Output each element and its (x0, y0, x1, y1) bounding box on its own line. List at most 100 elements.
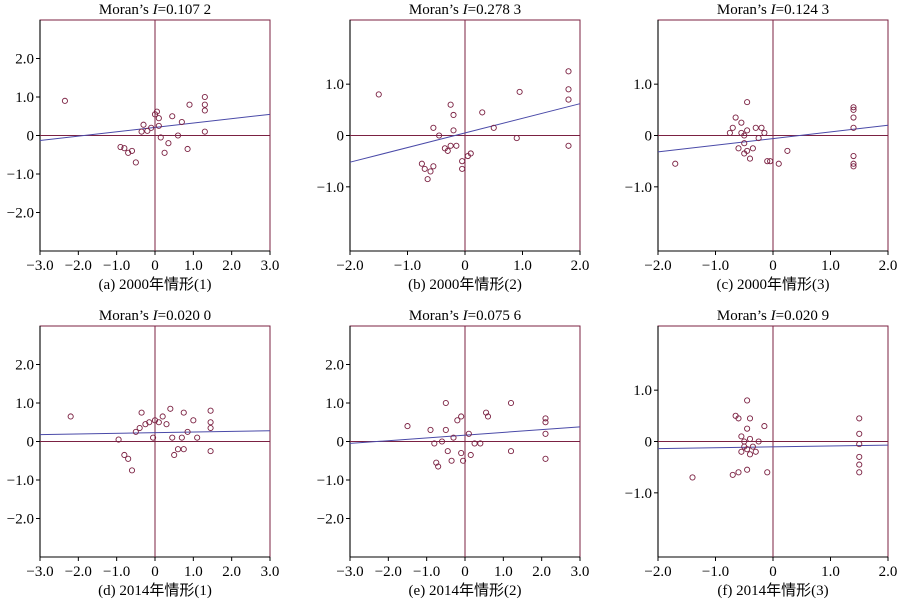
scatter-point (180, 446, 187, 453)
scatter-point (207, 448, 214, 455)
regression-line (349, 426, 581, 444)
scatter-point (155, 115, 162, 122)
x-tick-label: −2.0 (375, 564, 402, 580)
y-tick-label: −1.0 (7, 473, 34, 489)
x-tick-label: −1.0 (103, 258, 130, 274)
scatter-point (132, 159, 139, 166)
scatter-point (159, 413, 166, 420)
scatter-point (442, 426, 449, 434)
scatter-point (565, 142, 572, 149)
y-tick-label: 1.0 (15, 396, 34, 412)
scatter-point (738, 433, 745, 440)
scatter-panel: −3.0 −2.0 −1.0 0 1.0 2.0 3.0 2.0 1.0 0 −1.0 −2.0 Mor… (7, 308, 280, 599)
panel-caption: (d) 2014年情形(1) (98, 582, 212, 599)
title-variable: I (152, 2, 159, 18)
title-variable: I (152, 308, 159, 324)
scatter-point (128, 467, 136, 474)
scatter-point (744, 147, 751, 154)
scatter-point (190, 417, 197, 424)
y-tick-label: 1.0 (633, 383, 652, 399)
x-tick-label: −3.0 (26, 258, 53, 274)
scatter-point (516, 88, 523, 95)
scatter-point (450, 111, 457, 119)
scatter-point (184, 428, 191, 435)
scatter-point (850, 152, 857, 160)
scatter-point (850, 106, 857, 113)
title-value: =0.278 3 (468, 2, 521, 18)
scatter-point (850, 104, 857, 111)
scatter-point (128, 147, 136, 154)
scatter-point (184, 145, 191, 153)
regression-line (657, 124, 889, 153)
regression-line (349, 103, 581, 163)
panel-caption: (b) 2000年情形(2) (408, 276, 522, 293)
scatter-point (157, 134, 164, 141)
scatter-point (741, 140, 748, 147)
y-tick-label: 0 (27, 129, 35, 145)
scatter-point (755, 135, 762, 142)
scatter-point (450, 434, 457, 441)
x-tick-label: −3.0 (336, 564, 363, 580)
x-tick-label: 0 (769, 258, 777, 274)
scatter-point (761, 129, 768, 136)
scatter-point (125, 455, 132, 462)
x-tick-label: 2.0 (571, 258, 590, 274)
y-tick-label: −2.0 (7, 206, 34, 222)
scatter-point (375, 91, 382, 98)
scatter-point (421, 165, 428, 172)
scatter-point (174, 132, 182, 139)
scatter-point (490, 124, 497, 131)
scatter-panel: −2.0 −1.0 0 1.0 2.0 1.0 0 −1.0 Moran’s I=0.124 3… (625, 2, 898, 293)
title-prefix: Moran’s (409, 2, 463, 18)
scatter-point (201, 107, 208, 114)
y-tick-label: 0 (645, 129, 653, 145)
scatter-point (140, 121, 147, 128)
panel-caption: (e) 2014年情形(2) (409, 582, 522, 599)
scatter-point (850, 163, 857, 170)
scatter-point (477, 440, 484, 447)
scatter-point (459, 165, 466, 172)
y-tick-label: 2.0 (15, 52, 34, 68)
x-tick-label: 3.0 (261, 564, 280, 580)
scatter-point (435, 463, 442, 470)
scatter-point (484, 413, 492, 420)
scatter-point (746, 415, 754, 422)
y-tick-label: 1.0 (633, 77, 652, 93)
title-value: =0.124 3 (776, 2, 829, 18)
scatter-point (418, 160, 425, 167)
scatter-point (138, 128, 145, 135)
scatter-point (732, 114, 739, 121)
scatter-point (201, 93, 208, 101)
title-prefix: Moran’s (717, 308, 771, 324)
x-tick-label: −1.0 (103, 564, 130, 580)
scatter-point (856, 441, 863, 448)
scatter-point (117, 143, 124, 151)
y-tick-label: −1.0 (625, 486, 652, 502)
scatter-panel: −3.0 −2.0 −1.0 0 1.0 2.0 3.0 2.0 1.0 0 −1.0 −2.0 Mor… (317, 308, 590, 599)
scatter-point (454, 417, 461, 424)
title-prefix: Moran’s (717, 2, 771, 18)
x-tick-label: −1.0 (394, 258, 421, 274)
y-tick-label: 1.0 (325, 396, 344, 412)
scatter-point (689, 474, 696, 481)
scatter-point (453, 142, 460, 149)
x-tick-label: 1.0 (494, 564, 513, 580)
title-variable: I (770, 2, 777, 18)
scatter-point (746, 155, 754, 162)
scatter-point (775, 160, 782, 167)
x-tick-label: −2.0 (644, 258, 671, 274)
scatter-point (201, 101, 208, 108)
x-tick-label: 2.0 (879, 258, 898, 274)
x-tick-label: 1.0 (821, 564, 840, 580)
scatter-point (850, 124, 857, 131)
x-tick-label: 0 (461, 258, 469, 274)
scatter-point (180, 409, 187, 416)
x-tick-label: 3.0 (261, 258, 280, 274)
scatter-point (174, 446, 182, 453)
y-tick-label: 0 (337, 435, 345, 451)
scatter-point (444, 448, 451, 455)
regression-line (39, 113, 271, 142)
x-tick-label: 2.0 (222, 258, 241, 274)
scatter-point (67, 413, 74, 420)
